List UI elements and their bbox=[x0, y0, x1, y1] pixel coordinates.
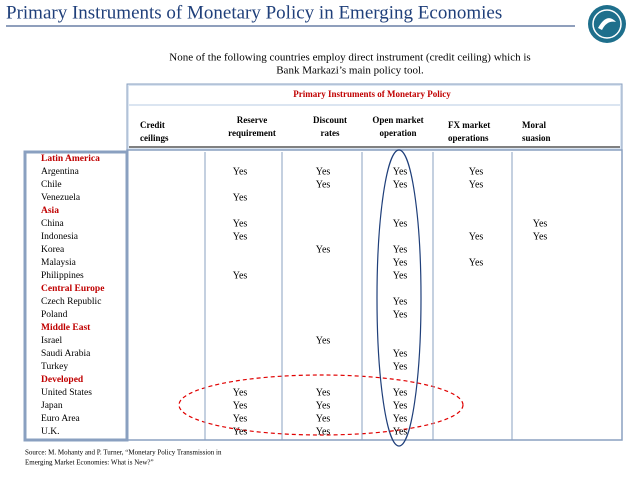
group-label: Asia bbox=[41, 206, 59, 216]
row-label: Venezuela bbox=[41, 193, 81, 203]
cell: Yes bbox=[469, 166, 484, 177]
note-line: Bank Markazi’s main policy tool. bbox=[276, 65, 424, 77]
cell: Yes bbox=[393, 426, 408, 437]
cell: Yes bbox=[233, 192, 248, 203]
cell: Yes bbox=[316, 244, 331, 255]
cell: Yes bbox=[393, 296, 408, 307]
row-label: U.K. bbox=[41, 427, 59, 437]
column-header: FX market bbox=[448, 120, 490, 130]
cell: Yes bbox=[469, 257, 484, 268]
row-label: Argentina bbox=[41, 167, 80, 177]
column-header: Moral bbox=[522, 120, 546, 130]
cell: Yes bbox=[393, 179, 408, 190]
group-label: Developed bbox=[41, 375, 84, 385]
row-label: Philippines bbox=[41, 271, 84, 281]
cell: Yes bbox=[393, 270, 408, 281]
column-header: requirement bbox=[228, 128, 276, 138]
cell: Yes bbox=[393, 218, 408, 229]
row-label: United States bbox=[41, 388, 92, 398]
cell: Yes bbox=[316, 400, 331, 411]
row-label: Japan bbox=[41, 401, 63, 411]
column-header: Open market bbox=[372, 115, 423, 125]
cell: Yes bbox=[233, 413, 248, 424]
cell: Yes bbox=[316, 413, 331, 424]
cell: Yes bbox=[316, 426, 331, 437]
cell: Yes bbox=[233, 270, 248, 281]
cell: Yes bbox=[316, 179, 331, 190]
column-header: Reserve bbox=[237, 115, 267, 125]
cell: Yes bbox=[393, 348, 408, 359]
column-header: ceilings bbox=[140, 133, 169, 143]
source-line: Source: M. Mohanty and P. Turner, “Monet… bbox=[25, 449, 222, 457]
cell: Yes bbox=[316, 166, 331, 177]
row-label: Saudi Arabia bbox=[41, 349, 91, 359]
row-label: Turkey bbox=[41, 362, 68, 372]
group-label: Latin America bbox=[41, 154, 100, 164]
row-label: Euro Area bbox=[41, 414, 81, 424]
source-line: Emerging Market Economies: What is New?” bbox=[25, 459, 154, 467]
cell: Yes bbox=[533, 231, 548, 242]
row-label: Czech Republic bbox=[41, 297, 101, 307]
column-header-row bbox=[129, 106, 620, 148]
cell: Yes bbox=[393, 309, 408, 320]
column-header: suasion bbox=[522, 133, 551, 143]
cell: Yes bbox=[233, 426, 248, 437]
cell: Yes bbox=[233, 387, 248, 398]
column-header: operation bbox=[380, 128, 417, 138]
row-label: China bbox=[41, 219, 64, 229]
row-label: Poland bbox=[41, 310, 68, 320]
cell: Yes bbox=[469, 179, 484, 190]
cell: Yes bbox=[393, 387, 408, 398]
column-header: Discount bbox=[313, 115, 347, 125]
group-label: Middle East bbox=[41, 323, 91, 333]
caption-cell bbox=[129, 86, 620, 104]
table-caption: Primary Instruments of Monetary Policy bbox=[293, 89, 451, 99]
cell: Yes bbox=[393, 166, 408, 177]
cell: Yes bbox=[533, 218, 548, 229]
cell: Yes bbox=[233, 166, 248, 177]
column-header: operations bbox=[448, 133, 489, 143]
cell: Yes bbox=[393, 257, 408, 268]
table-body bbox=[126, 149, 623, 441]
cell: Yes bbox=[393, 244, 408, 255]
row-label: Indonesia bbox=[41, 232, 79, 242]
cell: Yes bbox=[316, 387, 331, 398]
cell: Yes bbox=[233, 231, 248, 242]
row-label: Korea bbox=[41, 245, 65, 255]
cell: Yes bbox=[469, 231, 484, 242]
row-label: Chile bbox=[41, 180, 62, 190]
cell: Yes bbox=[233, 400, 248, 411]
highlight-column bbox=[376, 149, 422, 447]
cell: Yes bbox=[393, 361, 408, 372]
group-label: Central Europe bbox=[41, 284, 104, 294]
highlight-developed bbox=[178, 374, 464, 436]
column-header: Credit bbox=[140, 120, 165, 130]
logo bbox=[588, 5, 626, 43]
column-header: rates bbox=[321, 128, 340, 138]
row-label: Israel bbox=[41, 336, 62, 346]
slide-title: Primary Instruments of Monetary Policy i… bbox=[6, 2, 502, 23]
row-label: Malaysia bbox=[41, 258, 77, 268]
cell: Yes bbox=[316, 335, 331, 346]
cell: Yes bbox=[393, 400, 408, 411]
note-line: None of the following countries employ d… bbox=[169, 52, 530, 64]
cell: Yes bbox=[233, 218, 248, 229]
cell: Yes bbox=[393, 413, 408, 424]
